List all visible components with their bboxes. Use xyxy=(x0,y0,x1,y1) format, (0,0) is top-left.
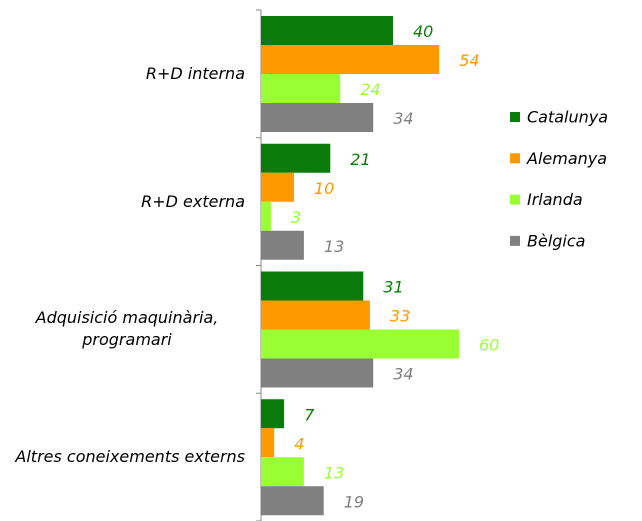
category-text: Adquisició maquinària, programari xyxy=(35,308,219,350)
data-label: 60 xyxy=(479,336,499,355)
bar xyxy=(261,103,374,132)
bar xyxy=(261,143,331,173)
data-label: 40 xyxy=(413,22,433,41)
category-text: R+D externa xyxy=(141,191,245,211)
data-label: 21 xyxy=(350,150,370,169)
category-label: R+D externa xyxy=(5,138,245,266)
bar xyxy=(261,45,440,74)
bar xyxy=(261,16,393,45)
data-label: 34 xyxy=(393,365,413,384)
category-label: R+D interna xyxy=(5,10,245,138)
legend-swatch xyxy=(510,112,520,122)
legend-swatch xyxy=(510,194,520,205)
legend-swatch xyxy=(510,153,520,164)
bar xyxy=(261,74,341,103)
data-label: 13 xyxy=(324,237,344,256)
bar xyxy=(261,358,374,388)
data-label: 24 xyxy=(360,80,380,99)
bar xyxy=(261,428,275,458)
data-label: 31 xyxy=(383,278,403,297)
bar xyxy=(261,399,285,429)
bar xyxy=(261,201,271,231)
data-label: 19 xyxy=(344,492,364,511)
category-label: Adquisició maquinària, programari xyxy=(5,266,245,394)
data-label: 7 xyxy=(304,405,315,424)
bar xyxy=(261,172,294,202)
legend-label: Irlanda xyxy=(527,190,583,209)
bar xyxy=(261,300,370,330)
legend-label: Bèlgica xyxy=(527,231,585,250)
data-label: 54 xyxy=(459,51,479,70)
bar xyxy=(261,271,364,301)
legend-label: Alemanya xyxy=(526,149,607,168)
bar xyxy=(261,457,304,487)
category-text: R+D interna xyxy=(145,63,245,83)
bar xyxy=(261,486,324,516)
category-label: Altres coneixements externs xyxy=(5,393,245,521)
data-label: 4 xyxy=(294,434,304,453)
data-label: 10 xyxy=(314,179,334,198)
data-label: 3 xyxy=(291,208,301,227)
legend-label: Catalunya xyxy=(527,108,608,127)
category-text: Altres coneixements externs xyxy=(15,447,245,467)
data-label: 34 xyxy=(393,109,413,128)
legend-swatch xyxy=(510,235,520,246)
data-label: 33 xyxy=(390,307,410,326)
data-label: 13 xyxy=(324,463,344,482)
bar xyxy=(261,230,304,260)
bar xyxy=(261,329,459,359)
